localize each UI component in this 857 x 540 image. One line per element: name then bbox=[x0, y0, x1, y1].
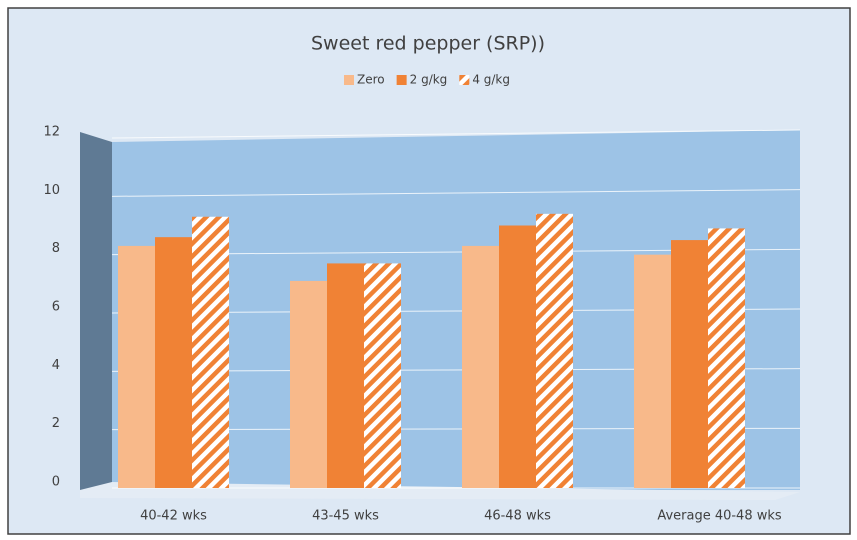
bar bbox=[708, 228, 745, 488]
x-tick-label: 43-45 wks bbox=[312, 509, 379, 524]
legend-label: 4 g/kg bbox=[472, 73, 510, 87]
y-tick-label: 10 bbox=[43, 183, 60, 198]
legend: Zero 2 g/kg 4 g/kg bbox=[344, 73, 510, 87]
y-tick-label: 8 bbox=[52, 241, 60, 256]
bar bbox=[192, 216, 229, 488]
back-wall bbox=[112, 130, 800, 490]
side-wall bbox=[80, 132, 112, 490]
legend-swatch bbox=[459, 75, 470, 85]
bar bbox=[118, 245, 155, 488]
chart-title: Sweet red pepper (SRP)) bbox=[311, 33, 545, 55]
y-tick-label: 6 bbox=[52, 300, 60, 315]
bar bbox=[155, 237, 192, 488]
y-tick-label: 0 bbox=[52, 475, 60, 490]
x-tick-label: 46-48 wks bbox=[484, 509, 551, 524]
floor bbox=[80, 482, 800, 500]
legend-swatch bbox=[396, 75, 407, 85]
bar bbox=[462, 245, 499, 488]
bar bbox=[327, 263, 364, 488]
y-tick-label: 12 bbox=[43, 125, 60, 140]
bar bbox=[364, 263, 401, 488]
legend-label: Zero bbox=[357, 73, 385, 87]
legend-label: 2 g/kg bbox=[410, 73, 448, 87]
y-tick-label: 2 bbox=[52, 416, 60, 431]
legend-swatch bbox=[344, 75, 354, 85]
x-tick-label: 40-42 wks bbox=[140, 509, 207, 524]
grid-line bbox=[111, 129, 801, 139]
bar bbox=[634, 254, 671, 488]
y-tick-label: 4 bbox=[52, 358, 60, 373]
bar bbox=[536, 213, 573, 489]
bar bbox=[499, 225, 536, 488]
x-tick-label: Average 40-48 wks bbox=[657, 509, 782, 524]
grid-line bbox=[111, 189, 801, 197]
bar bbox=[290, 280, 327, 488]
bar bbox=[671, 240, 708, 488]
